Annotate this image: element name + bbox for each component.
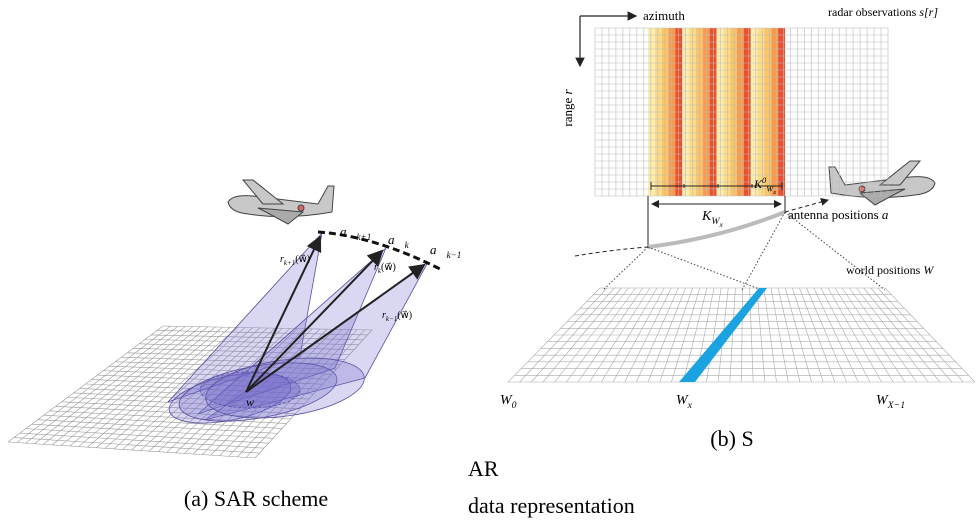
label: a⃗k: [388, 232, 410, 250]
label: rk(w⃗): [374, 262, 396, 275]
label-part: w⃗: [246, 395, 263, 409]
airplane: [228, 180, 334, 224]
label-part: x: [719, 220, 724, 229]
grids: [8, 288, 975, 458]
label-part: antenna positions: [788, 207, 879, 222]
label: range r: [560, 88, 575, 126]
label-part: a⃗: [388, 232, 405, 247]
label: azimuth: [643, 8, 685, 23]
label-part: K: [701, 209, 712, 224]
label-part: (w⃗): [295, 254, 310, 265]
label-part: azimuth: [643, 8, 685, 23]
projection-lines: [603, 212, 885, 290]
label-part: a⃗: [879, 207, 899, 222]
label-part: a⃗: [340, 224, 357, 239]
observation-grid: [595, 28, 888, 196]
label: WX−1: [876, 393, 905, 411]
label-part: world positions: [846, 263, 921, 277]
label-part: k+1: [284, 259, 295, 267]
label-part: k−1: [386, 315, 397, 323]
label: antenna positions a⃗: [788, 207, 899, 222]
caption: (b) S: [710, 426, 753, 451]
label-part: radar observations: [828, 5, 917, 19]
caption: (a) SAR scheme: [184, 486, 328, 511]
text-line: AR: [468, 456, 499, 481]
label-part: a⃗: [430, 242, 447, 257]
label-part: W: [920, 263, 934, 277]
label-part: k+1: [357, 232, 372, 242]
label-part: (w⃗): [397, 310, 412, 321]
label-part: x: [772, 189, 776, 196]
label: a⃗k−1: [430, 242, 461, 260]
label-part: X−1: [887, 400, 906, 411]
label: a⃗k+1: [340, 224, 371, 242]
label-part: x: [687, 400, 693, 411]
label-part: s[r]: [916, 5, 938, 19]
label: world positions W: [846, 263, 934, 277]
axes-arrows: [580, 16, 636, 66]
label: w⃗: [246, 395, 263, 409]
label-part: range: [560, 97, 575, 126]
figure: a⃗k+1a⃗ka⃗k−1rk+1(w⃗)rk(w⃗)rk−1(w⃗)w⃗azi…: [0, 0, 977, 527]
label-part: k−1: [447, 250, 462, 260]
text-line: data representation: [468, 493, 635, 518]
label-part: 0: [512, 400, 517, 411]
label: radar observations s[r]: [828, 5, 938, 19]
label-part: r: [560, 88, 575, 97]
label: W0: [500, 393, 517, 411]
label: Wx: [676, 393, 693, 411]
label: KWx: [701, 209, 724, 229]
airplane: [829, 161, 935, 205]
label-part: (w⃗): [381, 262, 396, 273]
label-part: k: [405, 240, 410, 250]
